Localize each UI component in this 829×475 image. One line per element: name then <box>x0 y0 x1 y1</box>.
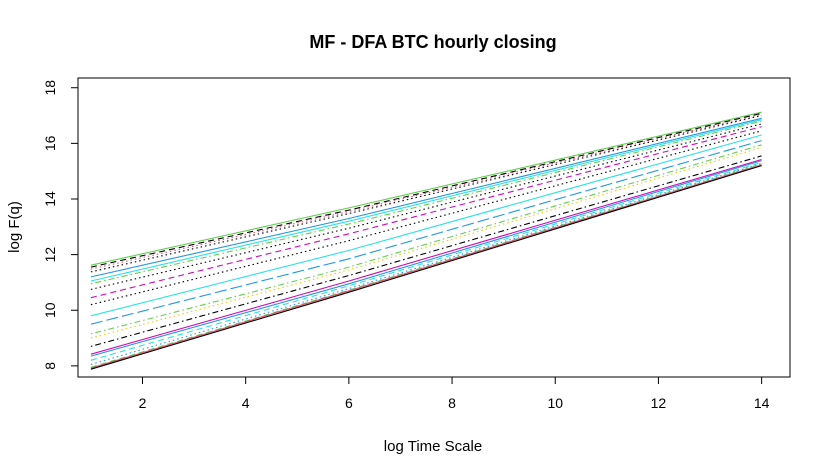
plot-frame <box>77 77 791 378</box>
y-tick-label: 10 <box>42 302 58 318</box>
y-tick-label: 18 <box>42 80 58 96</box>
series-line-22 <box>90 165 762 370</box>
series-line-17 <box>90 160 762 357</box>
x-tick-label: 6 <box>345 395 353 411</box>
series-line-18 <box>90 161 762 361</box>
y-tick-label: 16 <box>42 135 58 151</box>
series-line-5 <box>90 117 762 278</box>
y-tick-label: 14 <box>42 191 58 207</box>
series-line-1 <box>90 111 762 266</box>
series-line-21 <box>90 164 762 369</box>
x-tick-label: 12 <box>651 395 667 411</box>
x-tick-label: 14 <box>754 395 770 411</box>
x-tick-label: 8 <box>448 395 456 411</box>
y-axis-label: log F(q) <box>6 201 23 253</box>
x-tick-label: 4 <box>242 395 250 411</box>
chart-title: MF - DFA BTC hourly closing <box>309 32 556 52</box>
series-line-2 <box>90 112 762 268</box>
series-line-15 <box>90 155 762 347</box>
series-line-20 <box>90 163 762 368</box>
y-axis: 8 10 12 14 16 18 <box>42 80 79 370</box>
y-tick-label: 12 <box>42 247 58 263</box>
series-line-8 <box>90 123 762 290</box>
x-axis-label: log Time Scale <box>384 438 482 455</box>
x-tick-label: 10 <box>547 395 563 411</box>
series-line-14 <box>90 146 762 339</box>
y-tick-label: 8 <box>42 362 58 370</box>
series-line-7 <box>90 120 762 285</box>
series-line-6 <box>90 119 762 282</box>
series-line-11 <box>90 134 762 317</box>
x-axis: 2 4 6 8 10 12 14 <box>139 376 770 411</box>
series-line-9 <box>90 126 762 299</box>
series-line-16 <box>90 158 762 355</box>
series-line-10 <box>90 130 762 306</box>
series-layer <box>90 111 762 370</box>
series-line-19 <box>90 162 762 366</box>
x-tick-label: 2 <box>139 395 147 411</box>
series-line-12 <box>90 140 762 325</box>
series-line-13 <box>90 144 762 335</box>
